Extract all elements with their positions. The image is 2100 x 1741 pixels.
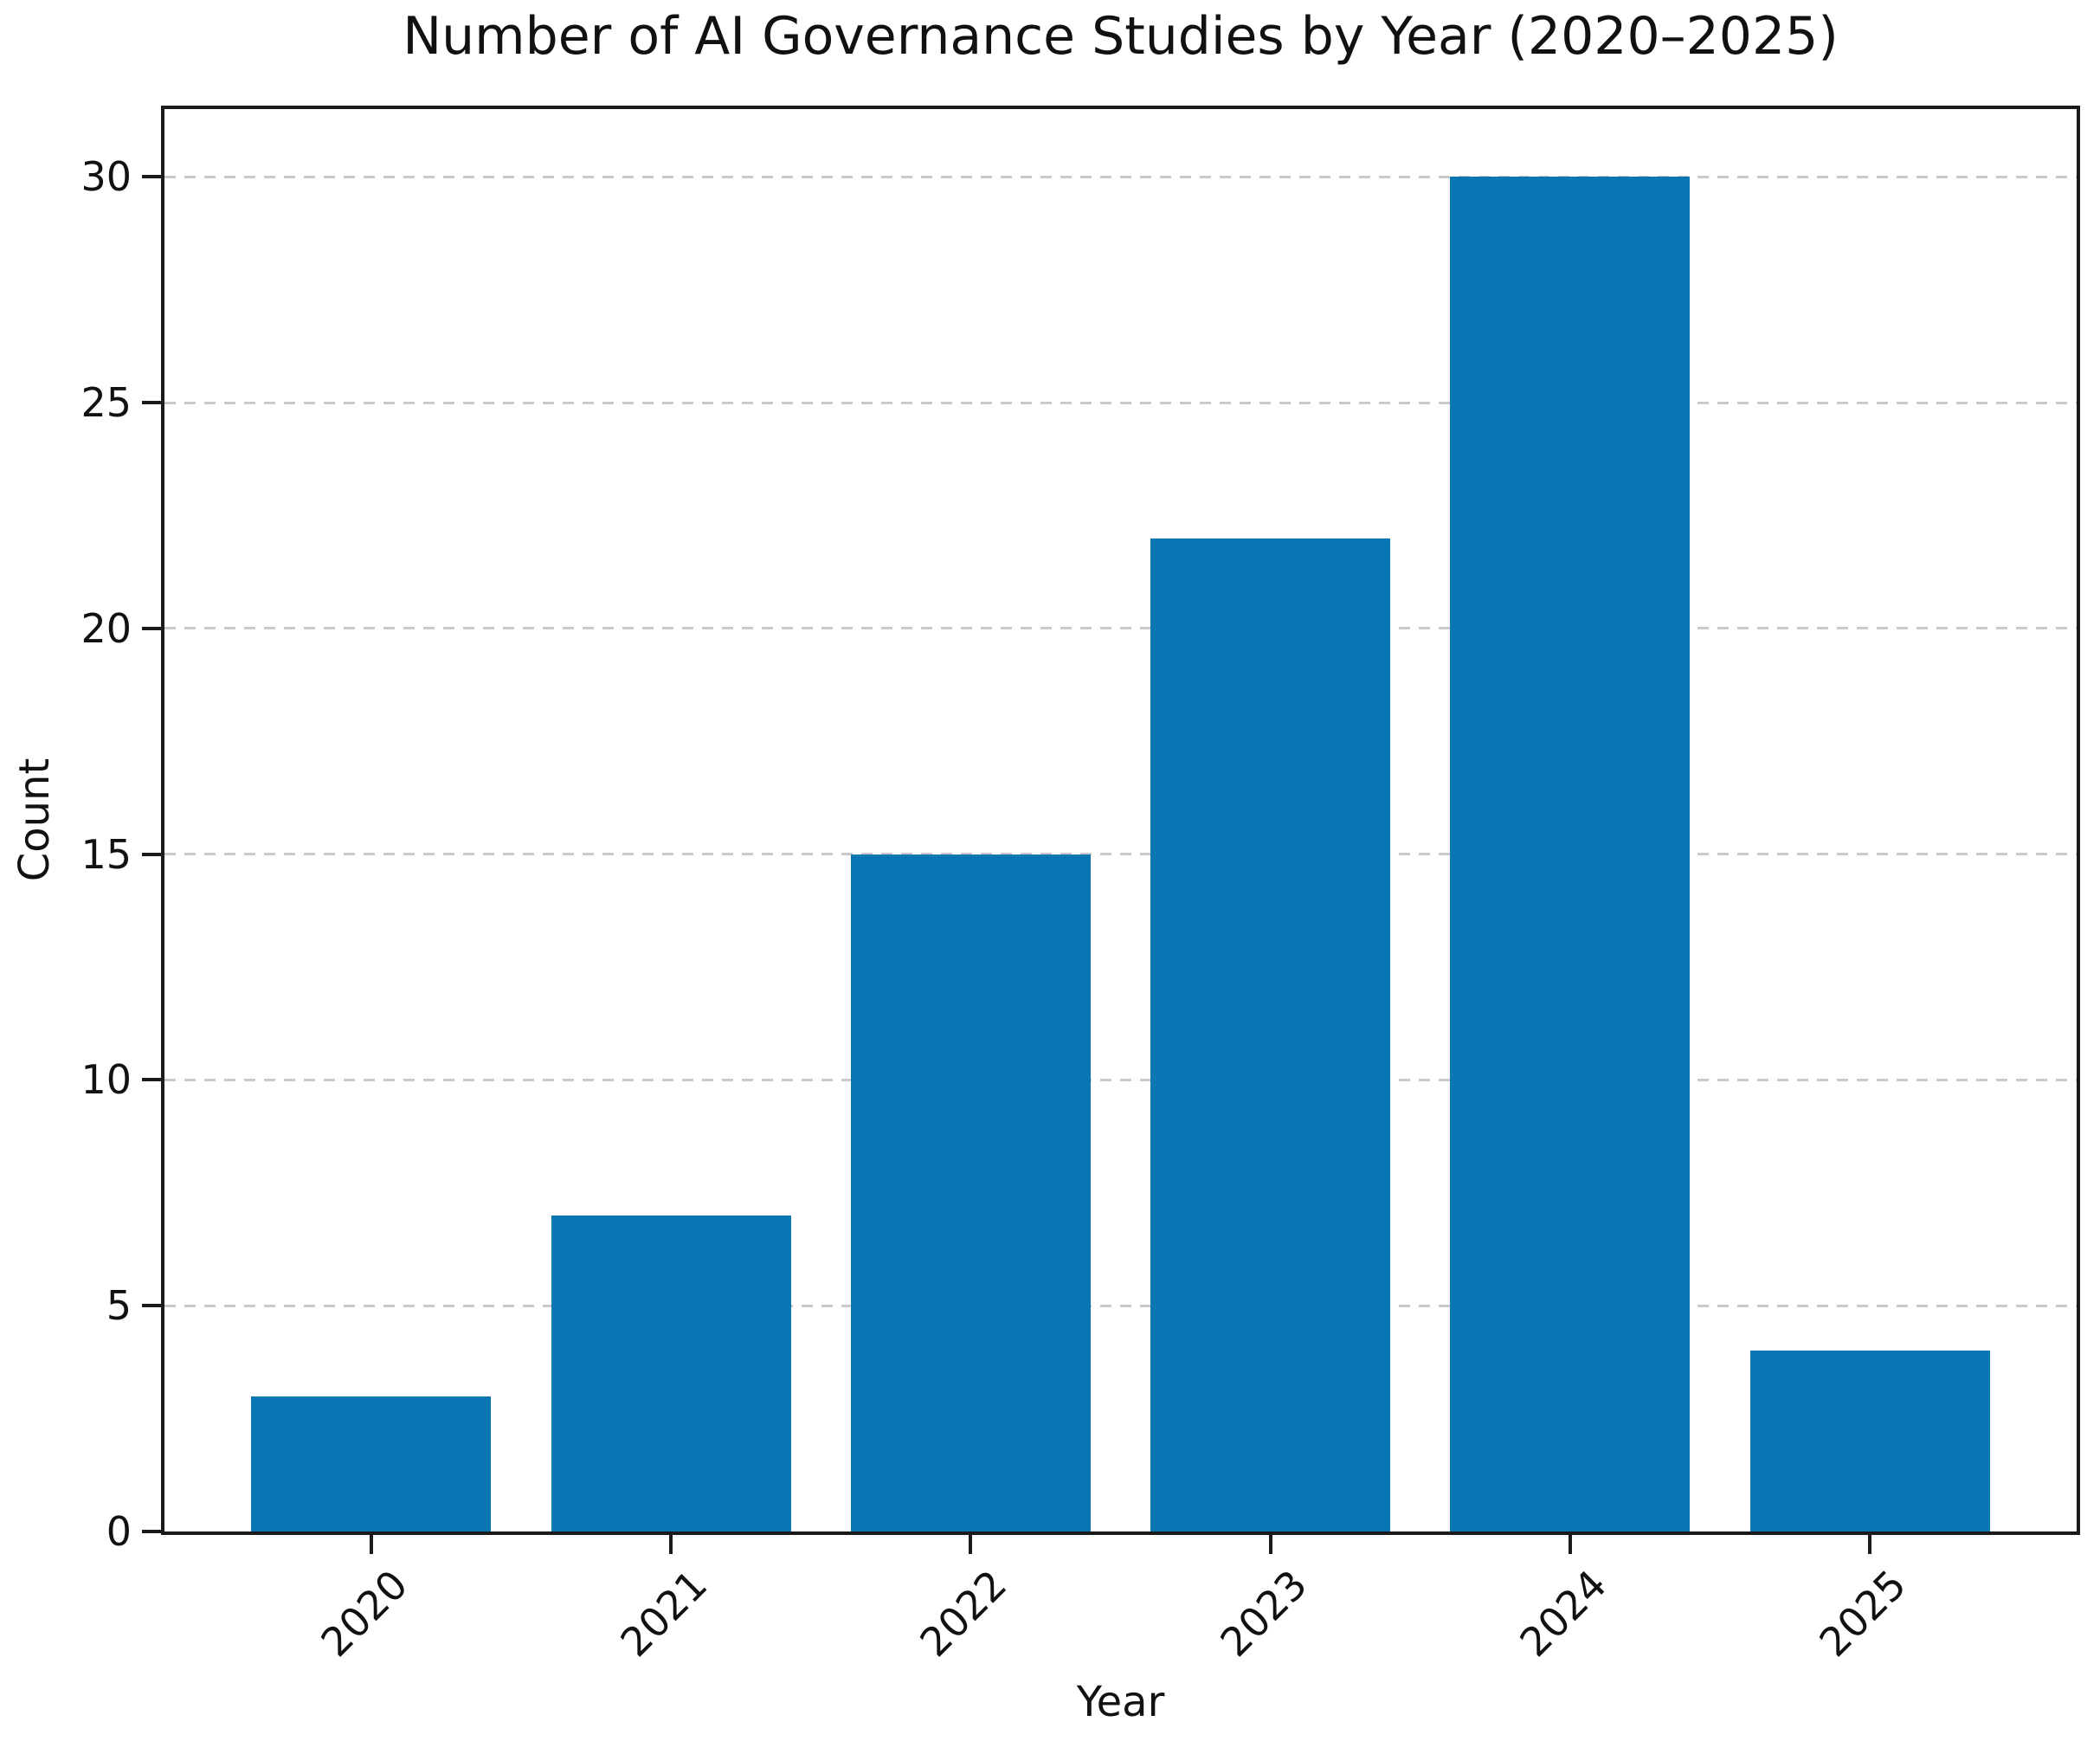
plot-inner (164, 109, 2077, 1531)
gridline-20 (164, 627, 2077, 630)
y-tick-label-5: 5 (106, 1282, 132, 1330)
y-tick-label-0: 0 (106, 1508, 132, 1555)
x-tick-label-2024: 2024 (1511, 1561, 1616, 1666)
x-tick-mark-2021 (669, 1535, 673, 1554)
x-tick-mark-2022 (969, 1535, 973, 1554)
y-tick-mark-20 (142, 626, 161, 630)
y-tick-label-10: 10 (81, 1056, 132, 1104)
x-tick-label-2021: 2021 (611, 1561, 717, 1666)
gridline-10 (164, 1078, 2077, 1081)
x-tick-mark-2020 (369, 1535, 373, 1554)
y-tick-mark-5 (142, 1304, 161, 1308)
x-tick-label-2022: 2022 (911, 1561, 1016, 1666)
bar-2024 (1450, 177, 1691, 1531)
x-tick-label-2023: 2023 (1210, 1561, 1316, 1666)
y-tick-mark-15 (142, 852, 161, 856)
gridline-15 (164, 853, 2077, 856)
bar-2023 (1150, 538, 1391, 1531)
x-tick-mark-2024 (1568, 1535, 1572, 1554)
x-tick-label-2020: 2020 (312, 1561, 417, 1666)
x-tick-mark-2023 (1268, 1535, 1272, 1554)
bar-2022 (850, 854, 1091, 1531)
gridline-25 (164, 401, 2077, 404)
x-tick-label-2025: 2025 (1810, 1561, 1916, 1666)
bar-2020 (251, 1396, 492, 1531)
gridline-30 (164, 175, 2077, 178)
y-tick-label-25: 25 (81, 379, 132, 427)
x-tick-mark-2025 (1868, 1535, 1872, 1554)
y-tick-label-15: 15 (81, 830, 132, 878)
bar-2021 (551, 1215, 791, 1531)
gridline-5 (164, 1304, 2077, 1307)
chart-title: Number of AI Governance Studies by Year … (403, 6, 1839, 67)
y-tick-mark-25 (142, 401, 161, 405)
y-tick-label-30: 30 (81, 153, 132, 201)
bar-2025 (1749, 1351, 1990, 1531)
x-axis-label: Year (1076, 1678, 1165, 1726)
y-tick-label-20: 20 (81, 604, 132, 652)
y-tick-mark-0 (142, 1530, 161, 1533)
plot-area (161, 106, 2080, 1535)
y-tick-mark-30 (142, 175, 161, 179)
y-tick-mark-10 (142, 1078, 161, 1082)
